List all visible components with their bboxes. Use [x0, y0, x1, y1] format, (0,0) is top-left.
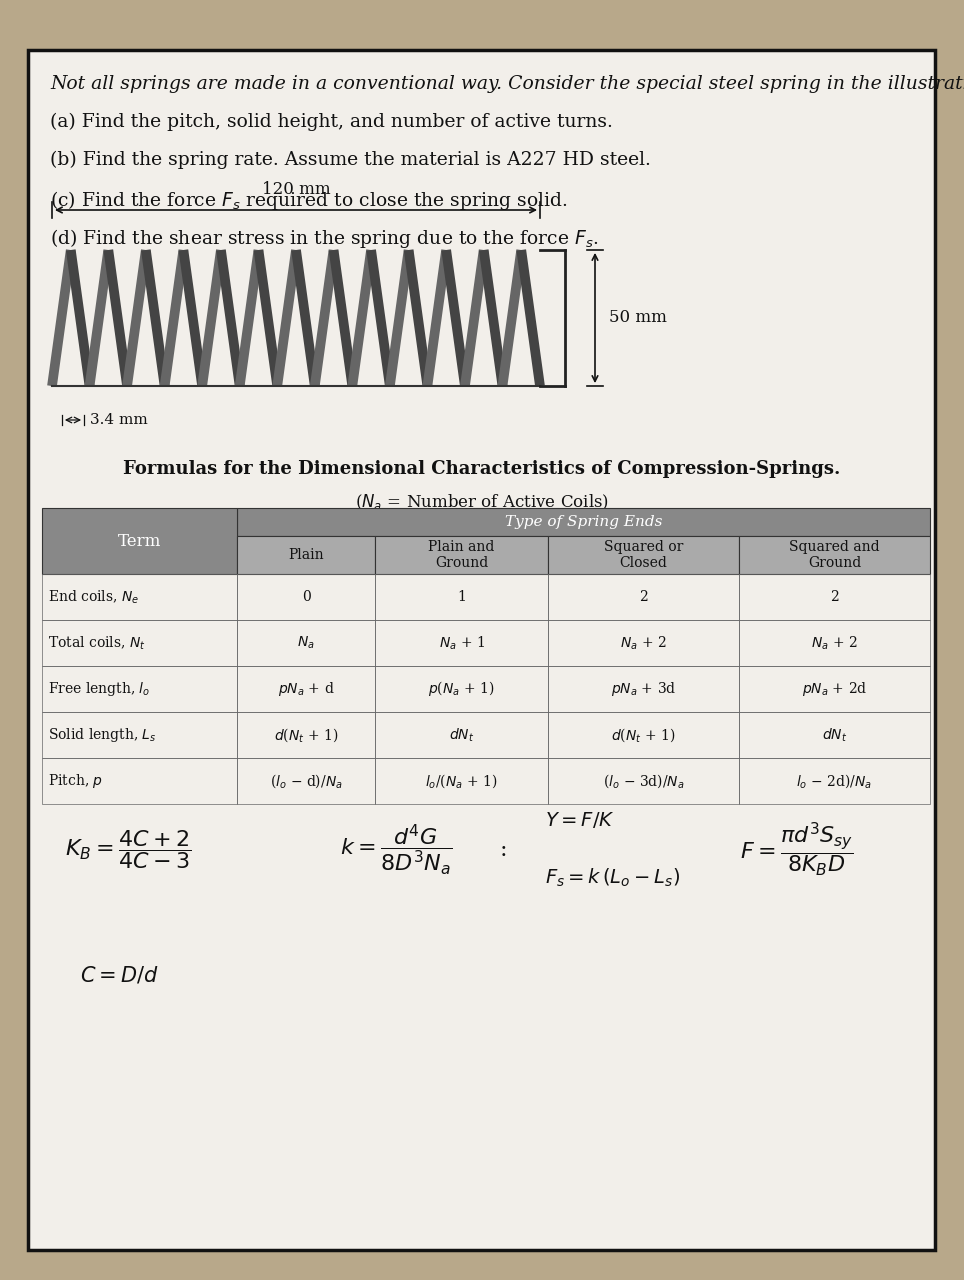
Text: $d$($N_t$ + 1): $d$($N_t$ + 1)	[611, 726, 676, 744]
Text: (a) Find the pitch, solid height, and number of active turns.: (a) Find the pitch, solid height, and nu…	[50, 113, 613, 132]
Text: 120 mm: 120 mm	[261, 180, 331, 198]
Text: $Y = F/K$: $Y = F/K$	[545, 810, 615, 829]
Text: Formulas for the Dimensional Characteristics of Compression-Springs.: Formulas for the Dimensional Characteris…	[123, 460, 841, 477]
Text: Free length, $l_o$: Free length, $l_o$	[48, 680, 150, 698]
Bar	[237, 508, 930, 536]
Bar	[549, 666, 739, 712]
Bar	[237, 712, 375, 758]
Bar	[375, 536, 549, 573]
Text: $C = D/d$: $C = D/d$	[80, 965, 159, 986]
Text: ($l_o$ − 3d)/$N_a$: ($l_o$ − 3d)/$N_a$	[602, 772, 684, 790]
Text: Not all springs are made in a conventional way. Consider the special steel sprin: Not all springs are made in a convention…	[50, 76, 964, 93]
Bar	[739, 573, 930, 620]
Text: $dN_t$: $dN_t$	[449, 726, 474, 744]
Text: ($N_a$ = Number of Active Coils): ($N_a$ = Number of Active Coils)	[355, 492, 609, 512]
Text: $F_s = k\,(L_o - L_s)$: $F_s = k\,(L_o - L_s)$	[545, 867, 680, 890]
Bar	[739, 536, 930, 573]
Bar	[375, 573, 549, 620]
Text: $dN_t$: $dN_t$	[822, 726, 847, 744]
Bar	[375, 712, 549, 758]
Bar	[739, 758, 930, 804]
Text: $N_a$ + 2: $N_a$ + 2	[621, 635, 667, 652]
Text: $N_a$ + 1: $N_a$ + 1	[439, 635, 485, 652]
Bar	[237, 758, 375, 804]
Bar	[237, 536, 375, 573]
Bar	[42, 508, 237, 573]
Text: ($l_o$ − d)/$N_a$: ($l_o$ − d)/$N_a$	[270, 772, 342, 790]
Text: Squared and
Ground: Squared and Ground	[790, 540, 880, 570]
Bar	[42, 620, 237, 666]
Text: (d) Find the shear stress in the spring due to the force $F_s$.: (d) Find the shear stress in the spring …	[50, 227, 599, 250]
Bar	[549, 758, 739, 804]
Bar	[42, 573, 237, 620]
Text: Plain and
Ground: Plain and Ground	[428, 540, 495, 570]
Text: $p$($N_a$ + 1): $p$($N_a$ + 1)	[428, 680, 495, 699]
Text: $K_B = \dfrac{4C+2}{4C-3}$: $K_B = \dfrac{4C+2}{4C-3}$	[65, 828, 191, 872]
Bar	[375, 758, 549, 804]
Text: Term: Term	[118, 532, 161, 549]
Text: :: :	[500, 838, 507, 861]
Text: $l_o$ − 2d)/$N_a$: $l_o$ − 2d)/$N_a$	[796, 772, 872, 790]
Text: $d$($N_t$ + 1): $d$($N_t$ + 1)	[274, 726, 338, 744]
Text: $N_a$: $N_a$	[297, 635, 315, 652]
Text: $pN_a$ + d: $pN_a$ + d	[278, 680, 335, 698]
Text: (b) Find the spring rate. Assume the material is A227 HD steel.: (b) Find the spring rate. Assume the mat…	[50, 151, 651, 169]
Bar	[549, 712, 739, 758]
Text: $N_a$ + 2: $N_a$ + 2	[812, 635, 858, 652]
Bar	[237, 620, 375, 666]
Text: $k = \dfrac{d^4G}{8D^3N_a}$: $k = \dfrac{d^4G}{8D^3N_a}$	[340, 822, 452, 878]
Text: $pN_a$ + 2d: $pN_a$ + 2d	[802, 680, 868, 698]
Bar	[237, 573, 375, 620]
Bar	[42, 712, 237, 758]
Bar	[42, 666, 237, 712]
Text: (c) Find the force $F_s$ required to close the spring solid.: (c) Find the force $F_s$ required to clo…	[50, 189, 568, 212]
Bar	[739, 666, 930, 712]
Text: 1: 1	[457, 590, 466, 604]
Text: 0: 0	[302, 590, 310, 604]
Bar	[375, 620, 549, 666]
Text: End coils, $N_e$: End coils, $N_e$	[48, 589, 139, 605]
Bar	[42, 758, 237, 804]
Text: Plain: Plain	[288, 548, 324, 562]
Text: Solid length, $L_s$: Solid length, $L_s$	[48, 726, 156, 744]
Bar	[739, 620, 930, 666]
Bar	[739, 712, 930, 758]
Text: Total coils, $N_t$: Total coils, $N_t$	[48, 635, 146, 652]
Text: Pitch, $p$: Pitch, $p$	[48, 772, 103, 790]
Text: Squared or
Closed: Squared or Closed	[603, 540, 683, 570]
Text: 3.4 mm: 3.4 mm	[90, 413, 147, 428]
Text: 2: 2	[830, 590, 839, 604]
Bar	[549, 573, 739, 620]
Text: $l_o$/($N_a$ + 1): $l_o$/($N_a$ + 1)	[425, 772, 497, 790]
Text: 2: 2	[639, 590, 648, 604]
Text: $pN_a$ + 3d: $pN_a$ + 3d	[611, 680, 677, 698]
Bar	[237, 666, 375, 712]
Bar	[549, 536, 739, 573]
Text: Type of Spring Ends: Type of Spring Ends	[505, 515, 662, 529]
Bar	[549, 620, 739, 666]
Text: 50 mm: 50 mm	[609, 310, 667, 326]
Bar	[375, 666, 549, 712]
Text: $F = \dfrac{\pi d^3 S_{sy}}{8K_B D}$: $F = \dfrac{\pi d^3 S_{sy}}{8K_B D}$	[740, 820, 854, 879]
